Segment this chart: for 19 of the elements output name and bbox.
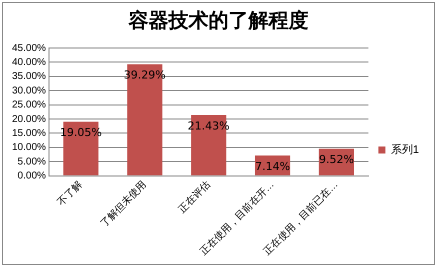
y-tick-label: 25.00% <box>12 100 46 111</box>
y-tick-label: 45.00% <box>12 42 46 54</box>
y-tick-label: 10.00% <box>12 142 46 154</box>
x-tick-label: 不了解 <box>56 179 85 208</box>
y-tick-label: 5.00% <box>18 156 46 168</box>
data-label: 9.52% <box>318 153 354 166</box>
y-tick-label: 15.00% <box>12 128 46 139</box>
chart-title: 容器技术的了解程度 <box>128 7 310 34</box>
data-label: 39.29% <box>124 68 166 82</box>
y-tick-label: 40.00% <box>12 56 46 68</box>
x-tick-label: 正在评估 <box>176 178 213 216</box>
x-tick-label: 了解但未使用 <box>98 178 149 230</box>
data-label: 19.05% <box>60 126 102 140</box>
legend-label: 系列1 <box>390 143 420 156</box>
y-tick-label: 0.00% <box>18 170 46 182</box>
y-tick-label: 35.00% <box>12 71 46 82</box>
y-tick-label: 20.00% <box>12 114 46 125</box>
y-tick-label: 30.00% <box>12 85 46 96</box>
data-label: 7.14% <box>255 160 290 173</box>
